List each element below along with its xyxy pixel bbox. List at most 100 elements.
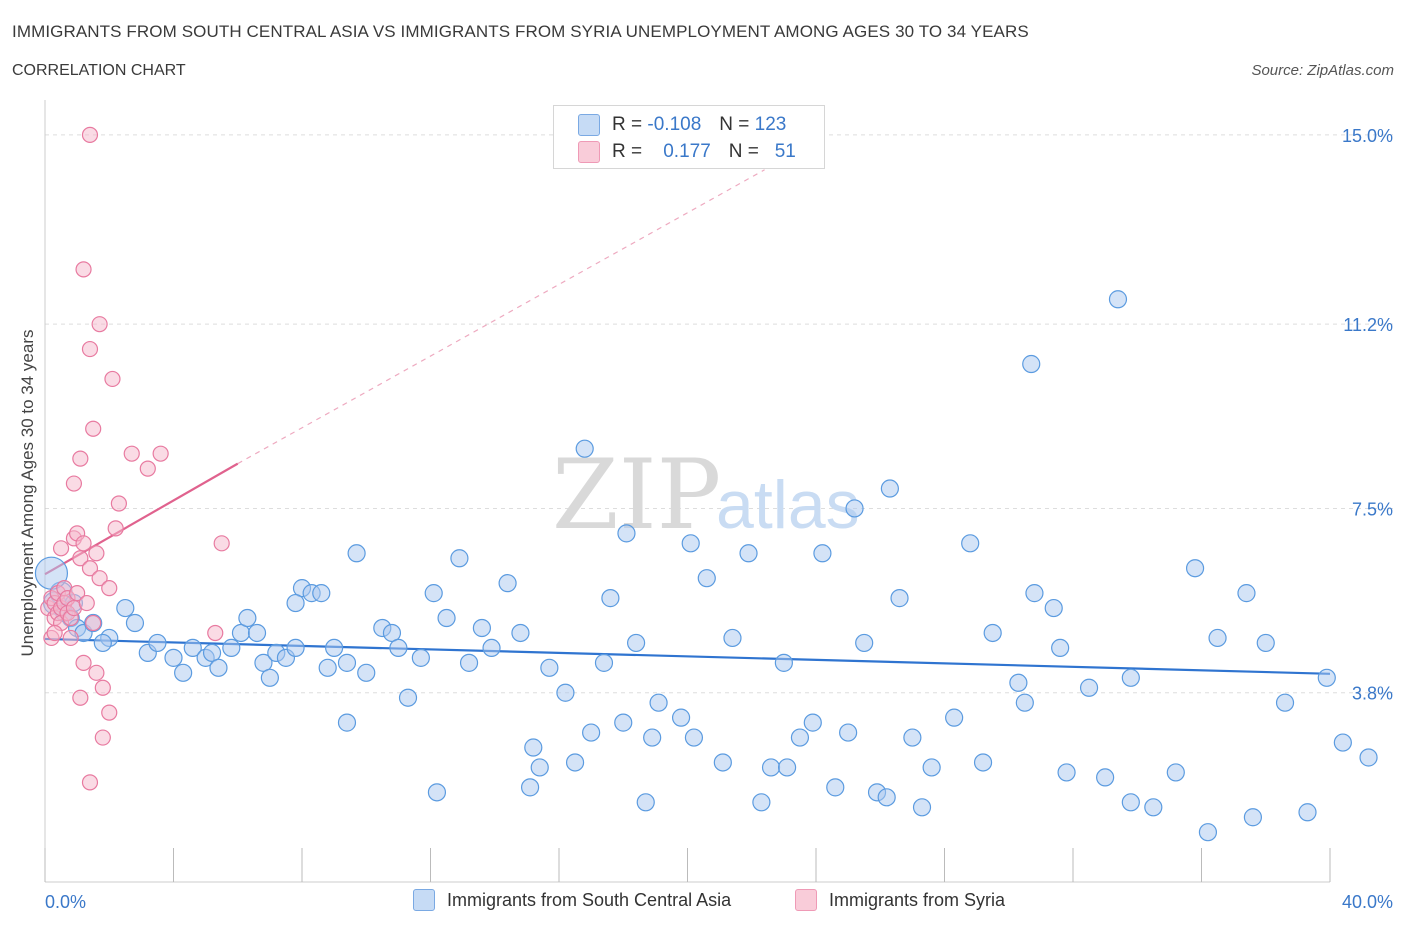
point-south-central-asia: [813, 544, 832, 563]
point-syria: [85, 420, 102, 437]
point-syria: [88, 664, 105, 681]
point-south-central-asia: [945, 708, 964, 727]
point-south-central-asia: [482, 638, 501, 658]
point-south-central-asia: [222, 638, 241, 658]
y-tick-label: 11.2%: [1343, 315, 1393, 335]
point-south-central-asia: [389, 638, 408, 658]
point-south-central-asia: [318, 658, 337, 677]
point-south-central-asia: [922, 758, 941, 777]
point-south-central-asia: [601, 589, 620, 608]
point-syria: [75, 654, 92, 671]
point-south-central-asia: [684, 728, 704, 747]
point-south-central-asia: [530, 758, 549, 777]
point-south-central-asia: [761, 758, 781, 777]
point-south-central-asia: [116, 598, 135, 618]
point-south-central-asia: [1121, 793, 1140, 812]
point-south-central-asia: [594, 653, 614, 672]
point-south-central-asia: [524, 738, 543, 757]
point-syria: [139, 460, 156, 477]
point-syria: [78, 594, 95, 612]
legend-n-value: 123: [754, 114, 787, 135]
point-south-central-asia: [247, 623, 267, 643]
point-south-central-asia: [1237, 584, 1256, 603]
chart-title: IMMIGRANTS FROM SOUTH CENTRAL ASIA VS IM…: [12, 22, 1029, 41]
point-south-central-asia: [681, 534, 700, 553]
legend-n-label: N =: [728, 141, 759, 162]
point-syria: [46, 624, 63, 642]
bottom-legend-swatch-pink: [795, 889, 817, 911]
point-south-central-asia: [575, 439, 594, 458]
point-south-central-asia: [723, 628, 742, 648]
point-syria: [123, 445, 140, 462]
point-south-central-asia: [752, 793, 771, 812]
point-south-central-asia: [411, 648, 430, 667]
trend-line: [44, 637, 1331, 675]
stats-legend: R = -0.108 N = 123 R = 0.177 N = 51: [553, 105, 825, 169]
point-south-central-asia: [649, 693, 668, 712]
point-south-central-asia: [337, 713, 357, 732]
point-south-central-asia: [1044, 598, 1063, 618]
point-south-central-asia: [1015, 693, 1034, 712]
point-syria: [101, 580, 118, 597]
point-south-central-asia: [286, 638, 305, 658]
point-south-central-asia: [1057, 763, 1076, 782]
point-syria: [81, 126, 99, 144]
bottom-legend-label: Immigrants from Syria: [829, 889, 1006, 910]
point-syria: [104, 370, 121, 388]
point-south-central-asia: [511, 623, 530, 643]
point-south-central-asia: [961, 534, 980, 553]
point-south-central-asia: [125, 613, 145, 633]
point-south-central-asia: [325, 638, 344, 658]
legend-r-value: -0.108: [647, 114, 702, 135]
point-syria: [75, 261, 92, 278]
point-south-central-asia: [540, 658, 559, 677]
point-south-central-asia: [1243, 808, 1263, 827]
point-syria: [213, 535, 230, 552]
point-south-central-asia: [312, 584, 331, 603]
point-south-central-asia: [890, 589, 909, 608]
chart-subtitle: CORRELATION CHART: [12, 62, 186, 79]
x-tick-label: 0.0%: [45, 892, 86, 912]
trend-line-extension: [237, 169, 765, 465]
point-south-central-asia: [826, 778, 845, 797]
source-label: Source: ZipAtlas.com: [1251, 62, 1394, 79]
point-south-central-asia: [912, 798, 932, 817]
point-syria: [94, 679, 111, 696]
bottom-legend-syria: Immigrants from Syria: [795, 889, 1005, 911]
point-south-central-asia: [565, 753, 585, 772]
point-south-central-asia: [472, 618, 491, 638]
point-south-central-asia: [459, 653, 479, 672]
point-south-central-asia: [845, 499, 864, 518]
watermark: ZIP atlas: [552, 439, 860, 551]
point-south-central-asia: [855, 633, 874, 653]
point-south-central-asia: [626, 633, 646, 653]
point-south-central-asia: [437, 608, 456, 628]
point-syria: [91, 316, 108, 333]
axes: [44, 100, 1331, 883]
y-tick-label: 7.5%: [1352, 499, 1393, 519]
point-south-central-asia: [880, 479, 899, 498]
legend-n-label: N =: [719, 114, 750, 135]
point-south-central-asia: [636, 793, 655, 812]
point-syria: [72, 550, 89, 567]
point-south-central-asia: [582, 723, 601, 742]
tick-labels: 3.8% 7.5% 11.2% 15.0% 0.0% 40.0%: [45, 126, 1393, 912]
point-syria: [81, 560, 99, 577]
legend-r-label: R =: [612, 114, 643, 135]
point-syria: [110, 495, 127, 512]
legend-r-value: 0.177: [663, 141, 711, 162]
point-south-central-asia: [973, 753, 993, 772]
point-south-central-asia: [286, 593, 305, 613]
point-south-central-asia: [614, 713, 633, 732]
y-tick-label: 15.0%: [1342, 126, 1393, 146]
point-south-central-asia: [790, 728, 810, 747]
point-south-central-asia: [1317, 668, 1336, 687]
point-south-central-asia: [424, 584, 443, 603]
point-syria: [152, 445, 169, 462]
bottom-legend-label: Immigrants from South Central Asia: [447, 889, 732, 910]
point-south-central-asia: [164, 648, 183, 667]
point-south-central-asia: [671, 708, 691, 727]
point-syria: [81, 340, 99, 358]
bottom-legend-swatch-blue: [413, 889, 435, 911]
